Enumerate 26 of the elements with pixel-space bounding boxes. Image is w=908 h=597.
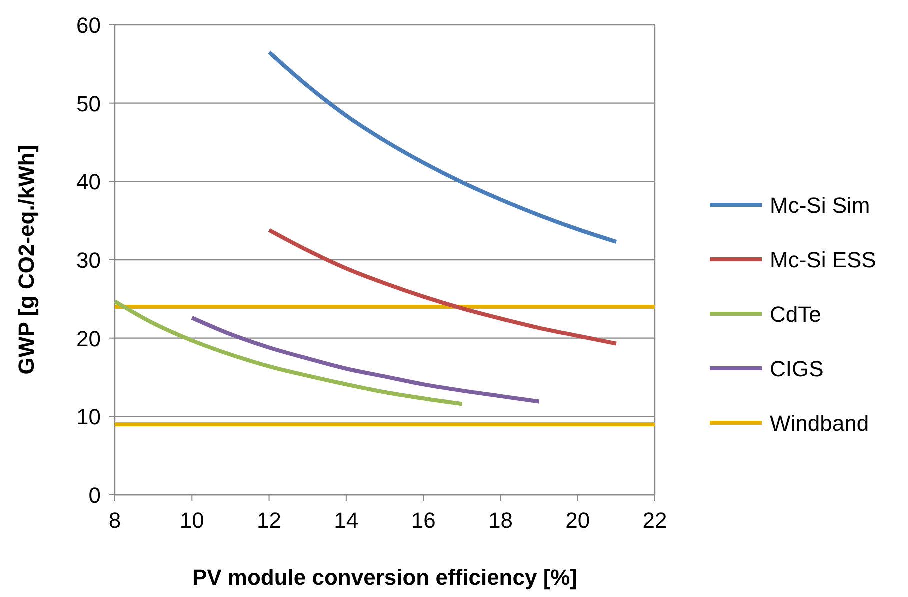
- x-tick-label: 20: [566, 508, 590, 533]
- legend-label: Mc-Si Sim: [770, 193, 870, 218]
- legend-label: Windband: [770, 411, 870, 436]
- y-tick-label: 60: [76, 13, 101, 38]
- y-tick-label: 20: [76, 326, 101, 352]
- x-tick-label: 12: [257, 508, 282, 533]
- x-tick-label: 14: [334, 508, 359, 533]
- y-tick-label: 40: [76, 170, 101, 195]
- legend-label: CdTe: [770, 302, 822, 327]
- x-tick-label: 18: [488, 508, 513, 533]
- y-axis-title: GWP [g CO2-eq./kWh]: [14, 145, 39, 375]
- x-tick-label: 22: [642, 508, 668, 533]
- legend-label: CIGS: [770, 356, 824, 382]
- line-series: [267, 50, 618, 244]
- legend-label: Mc-Si ESS: [770, 248, 876, 272]
- line-series: [267, 228, 618, 346]
- y-tick-label: 10: [76, 404, 101, 430]
- x-tick-label: 10: [180, 508, 204, 533]
- x-axis-title: PV module conversion efficiency [%]: [192, 565, 578, 590]
- line-series: [113, 300, 464, 406]
- y-tick-label: 30: [76, 248, 101, 273]
- x-tick-label: 16: [411, 508, 436, 533]
- x-tick-label: 8: [108, 508, 122, 533]
- y-tick-label: 0: [88, 483, 101, 508]
- y-tick-label: 50: [76, 91, 101, 116]
- line-series: [190, 316, 542, 404]
